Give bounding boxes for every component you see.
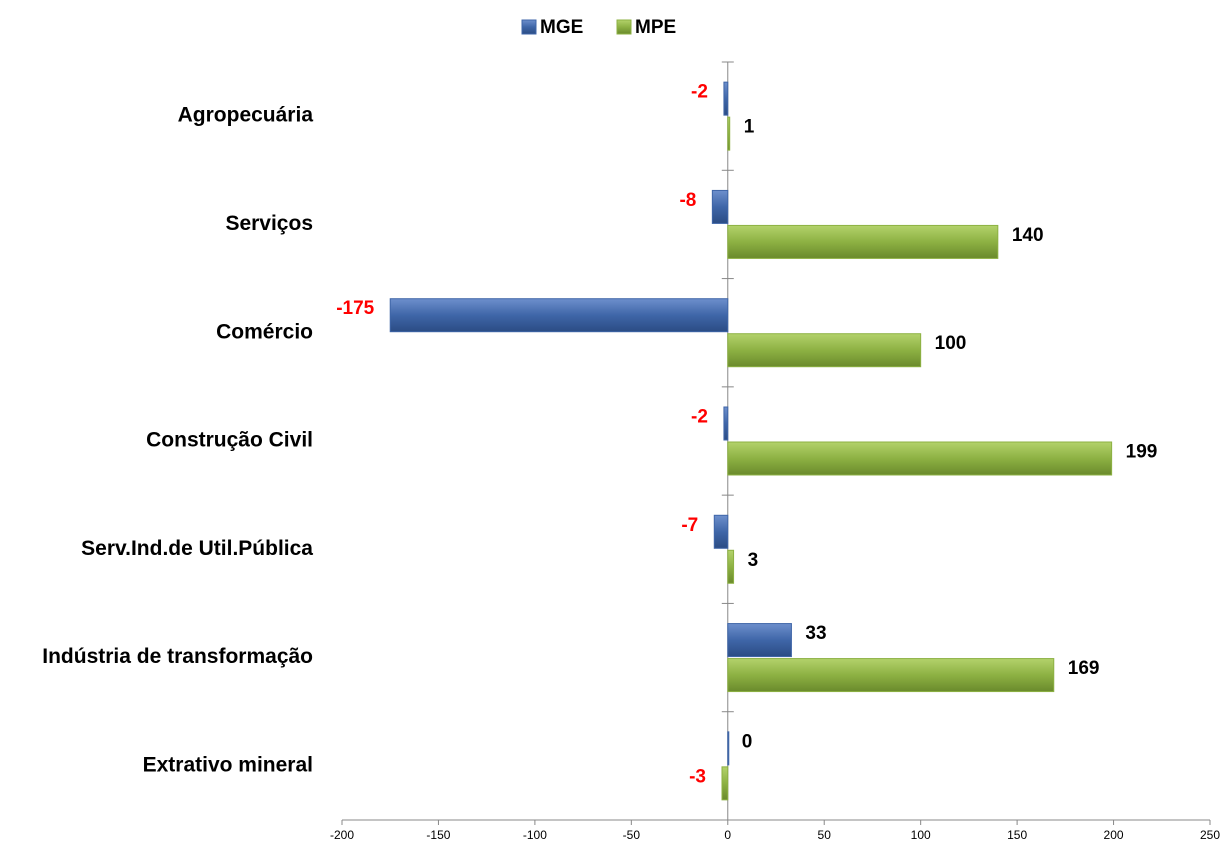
data-label: 1 xyxy=(744,117,755,138)
bar xyxy=(727,658,1055,693)
data-label: -175 xyxy=(336,298,374,319)
data-label: 140 xyxy=(1012,225,1044,246)
data-label: -3 xyxy=(689,766,706,787)
data-label: 0 xyxy=(742,731,753,752)
bar xyxy=(723,406,729,441)
x-tick-label: 100 xyxy=(911,828,931,842)
bar xyxy=(727,549,735,584)
bar xyxy=(727,224,999,259)
x-tick-label: 250 xyxy=(1200,828,1220,842)
x-tick-label: 50 xyxy=(818,828,832,842)
data-label: 100 xyxy=(935,333,967,354)
legend-swatch xyxy=(521,19,537,35)
x-tick-label: -50 xyxy=(623,828,641,842)
category-label: Comércio xyxy=(216,320,313,343)
legend-label: MGE xyxy=(540,17,583,38)
bar xyxy=(711,189,729,224)
bar xyxy=(713,514,729,549)
category-label: Agropecuária xyxy=(178,104,314,127)
bar xyxy=(727,333,922,368)
category-label: Serviços xyxy=(225,212,313,235)
bar xyxy=(721,766,729,801)
category-label: Construção Civil xyxy=(146,429,313,452)
data-label: -2 xyxy=(691,82,708,103)
x-tick-label: 0 xyxy=(724,828,731,842)
x-tick-label: -100 xyxy=(523,828,547,842)
x-tick-label: -200 xyxy=(330,828,354,842)
bar xyxy=(723,81,729,116)
data-label: -8 xyxy=(679,190,696,211)
bar xyxy=(727,441,1113,476)
x-tick-label: 200 xyxy=(1104,828,1124,842)
bar xyxy=(727,116,731,151)
data-label: -7 xyxy=(681,515,698,536)
bar xyxy=(727,731,730,766)
data-label: 199 xyxy=(1126,442,1158,463)
bar xyxy=(727,623,792,658)
category-label: Indústria de transformação xyxy=(42,645,313,668)
x-tick-label: -150 xyxy=(426,828,450,842)
data-label: 3 xyxy=(748,550,759,571)
bar xyxy=(389,298,729,333)
data-label: -2 xyxy=(691,407,708,428)
x-tick-label: 150 xyxy=(1007,828,1027,842)
legend-label: MPE xyxy=(635,17,676,38)
legend-swatch xyxy=(616,19,632,35)
data-label: 169 xyxy=(1068,658,1100,679)
data-label: 33 xyxy=(805,623,826,644)
category-label: Serv.Ind.de Util.Pública xyxy=(81,537,313,560)
category-label: Extrativo mineral xyxy=(143,753,313,776)
